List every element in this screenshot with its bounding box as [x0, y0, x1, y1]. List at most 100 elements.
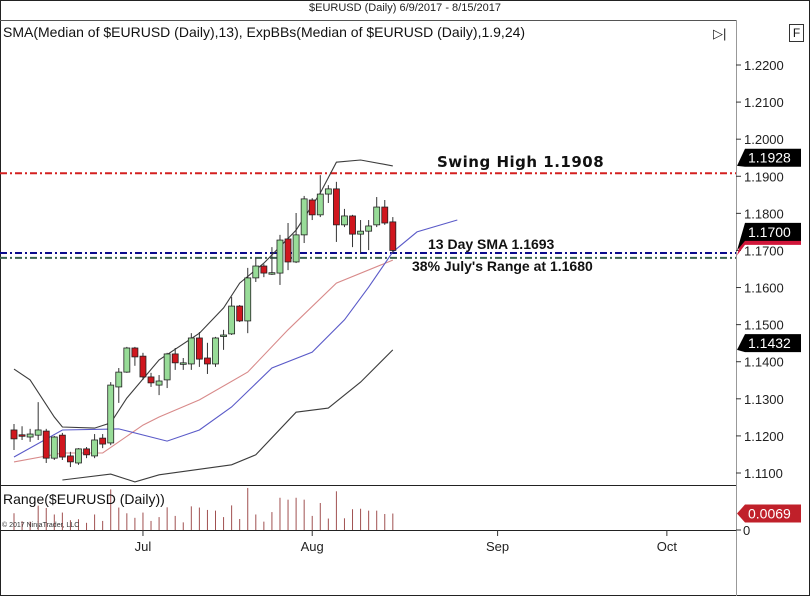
- x-tick-label: Sep: [486, 539, 509, 554]
- candle: [139, 352, 147, 380]
- play-bar-icon[interactable]: ▷|: [713, 26, 727, 41]
- range-value-tag-text: 0.0069: [748, 506, 791, 522]
- chart-title: $EURUSD (Daily) 6/9/2017 - 8/15/2017: [309, 2, 501, 14]
- candle: [276, 234, 284, 285]
- candle-body: [163, 353, 171, 381]
- candle: [252, 257, 260, 282]
- candle: [187, 333, 195, 370]
- candle-body: [268, 272, 276, 275]
- candle: [34, 402, 42, 440]
- y-tick-label: 1.1500: [744, 318, 784, 333]
- candle: [357, 220, 364, 254]
- candle: [236, 304, 244, 323]
- candle: [365, 220, 373, 251]
- candle: [58, 432, 66, 461]
- candle-body: [187, 337, 195, 365]
- candle: [341, 208, 348, 228]
- candle: [123, 346, 131, 373]
- sma-annotation: 13 Day SMA 1.1693: [428, 236, 555, 252]
- candle-body: [244, 277, 252, 322]
- y-tick-label: 1.2100: [744, 95, 784, 110]
- candle-body: [18, 434, 26, 437]
- price-tag-text: 1.1432: [748, 335, 791, 351]
- candle-body: [349, 215, 356, 235]
- candle: [26, 428, 34, 442]
- candle-body: [341, 215, 348, 226]
- candle-body: [42, 430, 50, 459]
- candle-body: [228, 305, 236, 335]
- candle: [18, 426, 26, 440]
- candle-body: [10, 429, 18, 440]
- copyright: © 2017 NinjaTrader, LLC: [2, 522, 80, 529]
- candle: [155, 375, 163, 396]
- y-tick-label: 1.1300: [744, 392, 784, 407]
- candle-body: [75, 448, 82, 464]
- candle-body: [381, 206, 389, 224]
- swing-high-annotation: Swing High 1.1908: [437, 153, 605, 171]
- candle: [107, 382, 115, 446]
- candle-body: [115, 371, 123, 388]
- candle-body: [357, 230, 364, 235]
- candle: [244, 267, 252, 334]
- candle-body: [155, 380, 163, 386]
- candle-body: [373, 206, 381, 226]
- y-tick-label: 1.1900: [744, 169, 784, 184]
- candle-body: [324, 188, 332, 195]
- candle: [67, 451, 74, 468]
- candle: [115, 368, 123, 403]
- candle: [300, 195, 308, 244]
- candle-body: [284, 238, 292, 263]
- candle-body: [316, 193, 324, 216]
- candle: [195, 332, 203, 367]
- candle: [324, 185, 332, 203]
- lower-band-line: [62, 349, 394, 483]
- band-mid-line: [13, 259, 394, 463]
- candle-body: [139, 355, 147, 378]
- candle-body: [332, 188, 340, 226]
- candle: [50, 435, 58, 461]
- candle-body: [204, 357, 211, 365]
- candle: [91, 434, 98, 459]
- price-tag: 1.1928: [737, 148, 801, 167]
- candle-body: [91, 439, 98, 457]
- candle-body: [99, 437, 107, 445]
- july-range-annotation: 38% July's Range at 1.1680: [412, 258, 593, 274]
- range-panel-label: Range($EURUSD (Daily)): [3, 491, 165, 507]
- candle-body: [123, 347, 131, 373]
- sma-line-line: [13, 219, 458, 458]
- candle: [83, 447, 90, 459]
- candle: [349, 214, 356, 248]
- range-value-tag: 0.0069: [737, 504, 801, 523]
- candle: [75, 448, 82, 465]
- indicator-label: SMA(Median of $EURUSD (Daily),13), ExpBB…: [3, 24, 526, 40]
- candle-body: [236, 305, 244, 322]
- candle-body: [195, 337, 203, 360]
- candle: [204, 342, 211, 374]
- candle-body: [276, 239, 284, 274]
- y-tick-label: 1.2200: [744, 58, 784, 73]
- candle-body: [107, 384, 115, 444]
- f-button[interactable]: F: [789, 24, 804, 42]
- candle: [220, 329, 227, 350]
- candle: [163, 352, 171, 389]
- candle: [389, 217, 397, 254]
- candle-body: [365, 225, 373, 232]
- candle: [268, 247, 276, 275]
- candle: [381, 200, 389, 225]
- candle-body: [212, 337, 219, 365]
- price-tag-shape: [737, 334, 801, 353]
- candle: [171, 347, 179, 370]
- candle-body: [260, 265, 268, 274]
- candle: [42, 428, 50, 463]
- candle: [131, 346, 139, 366]
- y-tick-label: 1.1800: [744, 206, 784, 221]
- candle: [147, 372, 155, 387]
- candle: [308, 198, 316, 221]
- candle: [99, 434, 107, 449]
- price-tag-text: 1.1700: [748, 224, 791, 240]
- candle-body: [220, 334, 227, 337]
- candle-body: [34, 429, 42, 436]
- price-tag-text: 1.1928: [748, 150, 791, 166]
